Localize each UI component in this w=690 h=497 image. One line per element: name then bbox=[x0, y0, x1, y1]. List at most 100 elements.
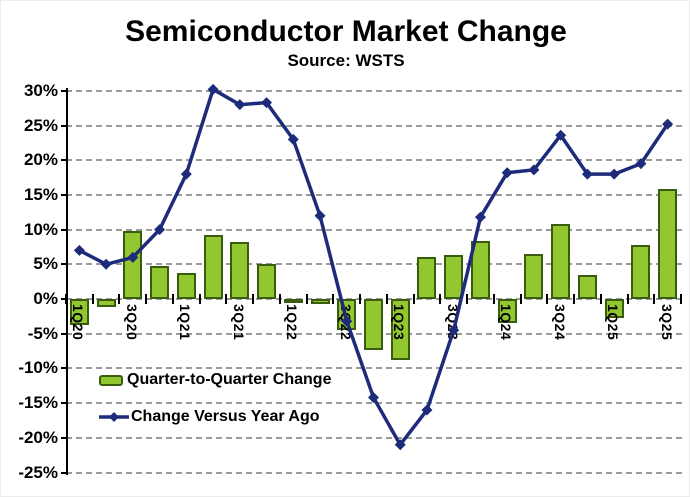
x-axis-tick bbox=[118, 294, 121, 304]
bar-2Q25 bbox=[631, 244, 651, 299]
y-axis-line bbox=[66, 87, 68, 476]
y-axis-tick bbox=[61, 367, 66, 370]
diamond-marker-1Q22 bbox=[287, 133, 299, 145]
x-axis-tick bbox=[519, 294, 522, 304]
y-axis-label: -5% bbox=[27, 323, 58, 343]
x-axis-label: 1Q20 bbox=[70, 304, 87, 341]
bar-4Q20 bbox=[150, 265, 170, 299]
x-axis-label: 1Q24 bbox=[498, 304, 515, 341]
x-axis-tick bbox=[412, 294, 415, 304]
y-axis-tick bbox=[61, 298, 66, 300]
x-axis-tick bbox=[198, 294, 201, 304]
diamond-marker-1Q20 bbox=[73, 244, 85, 256]
bar-4Q22 bbox=[364, 299, 383, 351]
diamond-marker-2Q24 bbox=[528, 164, 540, 176]
bar-2Q23 bbox=[417, 257, 437, 299]
x-axis-label: 3Q24 bbox=[551, 304, 568, 341]
gridline bbox=[66, 228, 685, 231]
diamond-marker-1Q21 bbox=[180, 168, 192, 180]
y-axis-label: 20% bbox=[23, 150, 58, 170]
x-axis-tick bbox=[573, 294, 576, 304]
y-axis-tick bbox=[61, 124, 66, 127]
line-series-label: Change Versus Year Ago bbox=[131, 408, 320, 425]
legend-row-line: Change Versus Year Ago bbox=[99, 404, 331, 430]
y-axis-tick bbox=[61, 471, 66, 474]
x-axis-tick bbox=[680, 294, 682, 304]
bar-series-label: Quarter-to-Quarter Change bbox=[127, 371, 332, 388]
x-axis-tick bbox=[626, 294, 629, 304]
x-axis-tick bbox=[65, 294, 67, 304]
y-axis-label: -15% bbox=[18, 393, 58, 413]
x-axis-tick bbox=[466, 294, 469, 304]
diamond-marker-4Q23 bbox=[474, 211, 486, 223]
y-axis-tick bbox=[61, 159, 66, 162]
x-axis-tick bbox=[359, 294, 362, 304]
diamond-marker-1Q24 bbox=[501, 167, 513, 179]
x-axis-tick bbox=[145, 294, 148, 304]
chart-subtitle: Source: WSTS bbox=[287, 51, 405, 70]
bar-3Q24 bbox=[551, 224, 571, 299]
y-axis-label: 10% bbox=[23, 219, 58, 239]
y-axis-tick bbox=[61, 402, 66, 405]
diamond-marker-1Q23 bbox=[394, 439, 406, 451]
x-axis-tick bbox=[278, 294, 281, 304]
chart-title: Semiconductor Market Change bbox=[125, 15, 567, 48]
x-axis-label: 3Q25 bbox=[658, 304, 675, 341]
x-axis-tick bbox=[305, 294, 308, 304]
x-axis-tick bbox=[492, 294, 495, 304]
y-axis-label: -20% bbox=[18, 427, 58, 447]
bar-3Q21 bbox=[230, 242, 250, 299]
bar-2Q21 bbox=[203, 235, 223, 299]
gridline bbox=[66, 124, 685, 127]
y-axis-tick bbox=[61, 436, 66, 439]
y-axis-label: -25% bbox=[18, 462, 58, 482]
x-axis-tick bbox=[171, 294, 174, 304]
legend-row-bar: Quarter-to-Quarter Change bbox=[99, 367, 331, 393]
x-axis-label: 3Q23 bbox=[444, 304, 461, 341]
diamond-marker-3Q24 bbox=[555, 129, 567, 141]
y-axis-tick bbox=[61, 263, 66, 266]
diamond-marker-4Q21 bbox=[261, 97, 273, 109]
x-axis-tick bbox=[252, 294, 255, 304]
y-axis-tick bbox=[61, 89, 66, 92]
bar-4Q24 bbox=[577, 274, 597, 299]
y-axis-tick bbox=[61, 332, 66, 335]
x-axis-tick bbox=[91, 294, 94, 304]
diamond-marker-2Q23 bbox=[421, 404, 433, 416]
y-axis-label: 0% bbox=[33, 289, 58, 308]
x-axis-tick bbox=[599, 294, 602, 304]
diamond-marker-4Q24 bbox=[581, 168, 593, 180]
gridline bbox=[66, 159, 685, 162]
gridline bbox=[66, 471, 685, 474]
y-axis-label: 30% bbox=[23, 80, 58, 100]
bar-2Q22 bbox=[310, 299, 330, 304]
diamond-marker-1Q25 bbox=[608, 168, 620, 180]
bar-4Q23 bbox=[470, 240, 490, 299]
y-axis-label: 25% bbox=[23, 115, 58, 135]
x-axis-label: 3Q21 bbox=[230, 304, 247, 341]
x-axis-tick bbox=[439, 294, 442, 304]
gridline bbox=[66, 89, 685, 92]
x-axis-label: 3Q22 bbox=[337, 304, 354, 341]
gridline bbox=[66, 193, 685, 196]
diamond-marker-2Q22 bbox=[314, 210, 326, 222]
legend: Quarter-to-Quarter Change Change Versus … bbox=[99, 367, 331, 441]
x-axis-label: 3Q20 bbox=[123, 304, 140, 341]
y-axis-label: -10% bbox=[18, 358, 58, 378]
x-axis-label: 1Q25 bbox=[605, 304, 622, 341]
y-axis-label: 5% bbox=[33, 254, 58, 274]
x-axis-tick bbox=[332, 294, 335, 304]
legend-diamond-icon bbox=[109, 412, 119, 422]
y-axis-tick bbox=[61, 228, 66, 231]
y-axis-tick bbox=[61, 193, 66, 196]
y-axis-label: 15% bbox=[23, 184, 58, 204]
bar-3Q25 bbox=[658, 189, 678, 299]
bar-3Q23 bbox=[444, 255, 464, 299]
bar-3Q20 bbox=[123, 230, 143, 299]
x-axis-tick bbox=[546, 294, 549, 304]
bar-2Q20 bbox=[96, 299, 116, 308]
x-axis-tick bbox=[653, 294, 656, 304]
x-axis-label: 1Q23 bbox=[391, 304, 408, 341]
bar-1Q21 bbox=[176, 273, 196, 299]
